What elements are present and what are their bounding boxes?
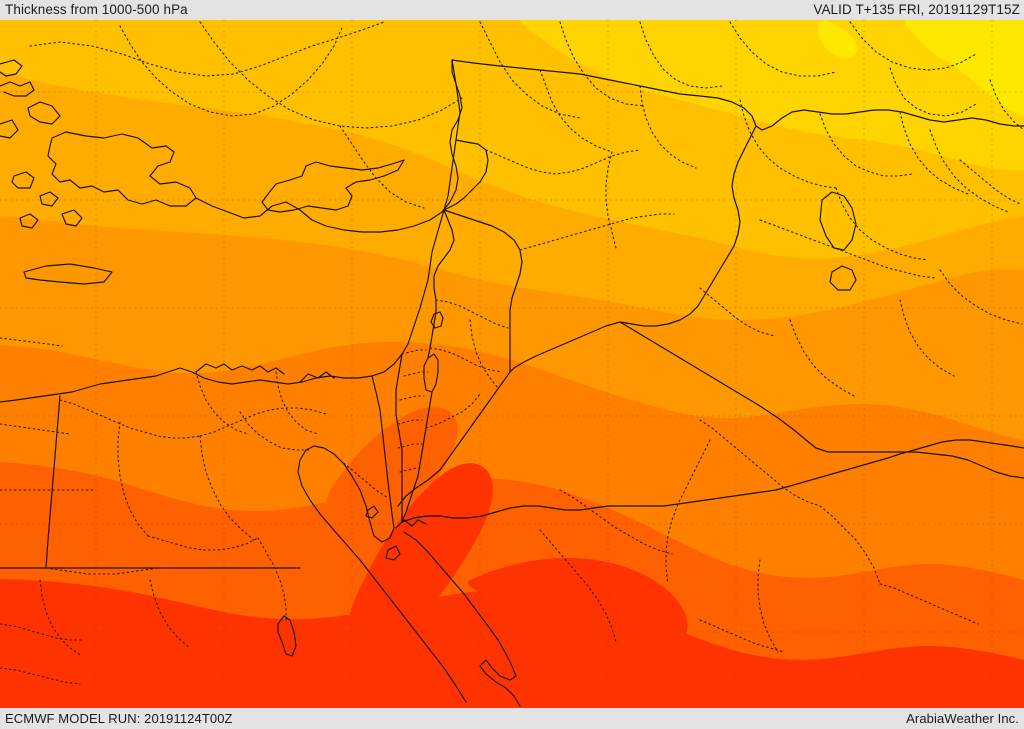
border-israel-egypt — [395, 353, 403, 523]
admin-egypt-2 — [199, 407, 327, 437]
admin-sudan-3 — [0, 667, 81, 685]
admin-syria-5 — [605, 151, 617, 249]
admin-saudi-1 — [699, 419, 821, 507]
admin-iran-2 — [959, 159, 1021, 205]
coastline-aegean-turkey — [0, 59, 197, 207]
admin-egypt-13 — [0, 337, 63, 347]
admin-saudi-9 — [879, 583, 979, 625]
thickness-core-redsea — [347, 463, 493, 657]
admin-turkey-4 — [339, 125, 425, 209]
admin-egypt-4 — [199, 435, 255, 541]
thickness-lobe-redsea — [324, 406, 458, 554]
admin-syria-2 — [539, 69, 613, 153]
coastline-greek-islands — [11, 171, 83, 229]
admin-jordan-3 — [469, 319, 499, 389]
admin-saudi-4 — [539, 529, 617, 643]
admin-jordan-4 — [425, 393, 481, 429]
admin-egypt-1 — [59, 399, 201, 439]
admin-turkey-2 — [119, 25, 343, 117]
coastline-iraq-lakes — [819, 191, 857, 291]
coastline-sinai-redsea-west — [297, 375, 467, 703]
border-egypt-libya — [45, 395, 61, 569]
coastline-levant — [0, 59, 461, 403]
admin-saudi-2 — [665, 439, 711, 585]
thickness-patch-561-arabia — [467, 558, 688, 653]
map-product-title: Thickness from 1000-500 hPa — [5, 2, 188, 17]
admin-jordan-2 — [429, 347, 503, 373]
admin-boundaries — [0, 21, 1024, 685]
coastline-lake-nasser — [277, 615, 297, 657]
admin-saudi-3 — [559, 489, 673, 555]
admin-iran-1 — [989, 79, 1024, 131]
model-run-label: ECMWF MODEL RUN: 20191124T00Z — [5, 710, 233, 726]
thickness-band-561 — [0, 579, 1024, 708]
border-syria-iraq — [619, 125, 757, 327]
admin-turkey-10 — [889, 67, 977, 117]
admin-egypt-6 — [257, 537, 287, 623]
valid-time-label: VALID T+135 FRI, 20191129T15Z — [813, 2, 1020, 17]
admin-syria-3 — [639, 85, 697, 169]
international-borders — [0, 59, 1024, 569]
map-canvas[interactable] — [0, 20, 1024, 708]
border-israel-jordan — [401, 209, 455, 523]
footer-bar: ECMWF MODEL RUN: 20191124T00Z ArabiaWeat… — [0, 708, 1024, 729]
admin-iraq-2 — [819, 113, 913, 177]
admin-egypt-11 — [0, 423, 71, 435]
thickness-contour-map — [0, 20, 1024, 708]
admin-egypt-10 — [275, 371, 319, 435]
thickness-patch-582-b — [817, 20, 858, 59]
coastline-redsea-islands — [365, 505, 401, 561]
border-turkey-syria — [451, 59, 1024, 131]
admin-iraq-6 — [929, 129, 1009, 213]
admin-turkey-5 — [479, 21, 581, 119]
border-lebanon — [443, 139, 489, 211]
admin-iraq-4 — [835, 187, 929, 261]
admin-turkey-9 — [849, 21, 977, 71]
border-jordan-iraq-saudi — [509, 321, 1024, 479]
border-jordan-saudi — [397, 371, 511, 507]
admin-turkey-3 — [199, 21, 463, 129]
admin-turkey-1 — [29, 21, 385, 77]
coastlines — [0, 59, 857, 707]
admin-saudi-5 — [699, 287, 775, 337]
admin-saudi-7 — [899, 299, 955, 377]
admin-egypt-3 — [117, 421, 149, 537]
admin-syria-1 — [485, 149, 641, 175]
attribution-label: ArabiaWeather Inc. — [906, 710, 1019, 726]
admin-sinai-1 — [339, 459, 389, 499]
coastline-redsea-east — [395, 519, 521, 707]
admin-turkey-8 — [729, 21, 837, 77]
admin-sudan-4 — [149, 579, 191, 649]
header-bar: Thickness from 1000-500 hPa VALID T+135 … — [0, 0, 1024, 20]
admin-iraq-1 — [739, 99, 837, 189]
coastline-nile-delta — [195, 363, 335, 383]
admin-egypt-7 — [45, 567, 173, 575]
admin-egypt-8 — [239, 411, 311, 451]
latlon-graticule — [0, 20, 1024, 708]
thickness-band-579 — [520, 20, 1024, 171]
coastline-sea-of-galilee — [430, 311, 444, 329]
admin-sudan-1 — [0, 623, 85, 641]
admin-saudi-11 — [757, 559, 779, 653]
border-egypt-sinai-suez — [401, 453, 901, 523]
coastline-cyprus — [261, 159, 405, 213]
admin-egypt-5 — [147, 535, 259, 551]
admin-jordan-1 — [435, 299, 509, 329]
admin-egypt-9 — [195, 371, 249, 435]
admin-saudi-10 — [699, 619, 785, 653]
border-golan-syria-jordan — [443, 209, 523, 373]
thickness-colour-field — [0, 20, 1024, 708]
border-saudi-north — [899, 439, 1024, 455]
admin-sudan-2 — [39, 579, 83, 657]
admin-turkey-7 — [639, 21, 723, 89]
admin-saudi-6 — [789, 319, 855, 397]
admin-iraq-3 — [899, 111, 969, 195]
coastline-crete — [23, 263, 113, 285]
admin-turkey-6 — [559, 21, 645, 107]
admin-saudi-8 — [819, 505, 881, 585]
